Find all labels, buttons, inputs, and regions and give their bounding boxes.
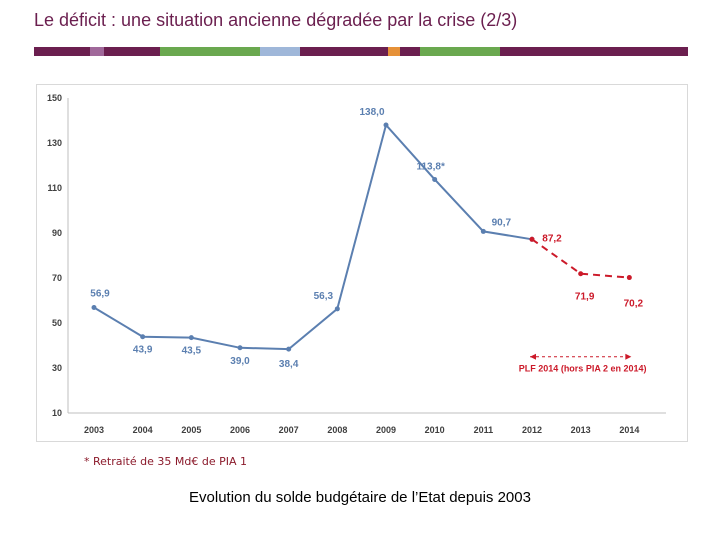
data-label: 87,2 xyxy=(542,233,562,244)
y-tick-label: 30 xyxy=(52,363,62,373)
data-point xyxy=(529,236,535,242)
data-label: 113,8* xyxy=(416,161,444,172)
decor-segment xyxy=(500,47,688,56)
decor-segment xyxy=(388,47,400,56)
data-label: 56,9 xyxy=(90,288,110,299)
x-tick-label: 2006 xyxy=(230,425,250,435)
x-tick-label: 2009 xyxy=(376,425,396,435)
data-label: 90,7 xyxy=(492,217,512,228)
x-tick-label: 2010 xyxy=(425,425,445,435)
x-tick-label: 2012 xyxy=(522,425,542,435)
title-decor-bar xyxy=(34,47,688,56)
x-tick-label: 2014 xyxy=(619,425,639,435)
chart-caption: Evolution du solde budgétaire de l’Etat … xyxy=(189,489,531,506)
plf-annotation-label: PLF 2014 (hors PIA 2 en 2014) xyxy=(519,363,647,373)
y-tick-label: 50 xyxy=(52,318,62,328)
data-label: 43,9 xyxy=(133,345,153,356)
data-point xyxy=(286,346,292,352)
y-tick-label: 110 xyxy=(47,183,62,193)
data-label: 70,2 xyxy=(624,299,644,310)
decor-segment xyxy=(104,47,160,56)
decor-segment xyxy=(90,47,104,56)
deficit-line-chart: 10 30 50 70 90 110 130 150 2003 2004 2005 2006 2007 2… xyxy=(47,93,666,435)
actual-series-line xyxy=(93,122,533,351)
x-tick-label: 2003 xyxy=(84,425,104,435)
data-label: 71,9 xyxy=(575,292,595,303)
x-tick-label: 2013 xyxy=(571,425,591,435)
decor-segment xyxy=(260,47,300,56)
data-point xyxy=(480,228,486,234)
footnote: * Retraité de 35 Md€ de PIA 1 xyxy=(84,455,247,468)
data-point xyxy=(188,335,194,341)
decor-segment xyxy=(160,47,260,56)
decor-segment xyxy=(420,47,500,56)
decor-segment xyxy=(34,47,90,56)
data-point xyxy=(383,122,389,128)
data-label: 56,3 xyxy=(314,291,334,302)
y-tick-label: 130 xyxy=(47,138,62,148)
x-tick-label: 2011 xyxy=(474,425,494,435)
y-tick-label: 70 xyxy=(52,273,62,283)
slide-title: Le déficit : une situation ancienne dégr… xyxy=(34,10,518,30)
y-tick-label: 90 xyxy=(52,228,62,238)
arrow-head-right xyxy=(625,353,632,360)
data-point xyxy=(237,345,243,351)
data-point xyxy=(140,334,146,340)
data-point xyxy=(91,304,97,310)
x-tick-label: 2004 xyxy=(133,425,153,435)
chart-frame: 10 30 50 70 90 110 130 150 2003 2004 2005 2006 2007 2… xyxy=(36,84,688,442)
data-label: 38,4 xyxy=(279,359,299,370)
data-point xyxy=(432,176,438,182)
decor-segment xyxy=(300,47,388,56)
data-label: 39,0 xyxy=(230,356,250,367)
x-tick-label: 2005 xyxy=(181,425,201,435)
data-label: 43,5 xyxy=(182,346,202,357)
data-point xyxy=(626,275,632,281)
data-point xyxy=(578,271,584,277)
decor-segment xyxy=(400,47,420,56)
x-tick-label: 2008 xyxy=(327,425,347,435)
y-tick-label: 10 xyxy=(52,408,62,418)
arrow-head-left xyxy=(530,353,536,360)
x-tick-label: 2007 xyxy=(279,425,299,435)
y-tick-label: 150 xyxy=(47,93,62,103)
data-point xyxy=(334,306,340,312)
data-label: 138,0 xyxy=(359,107,384,118)
